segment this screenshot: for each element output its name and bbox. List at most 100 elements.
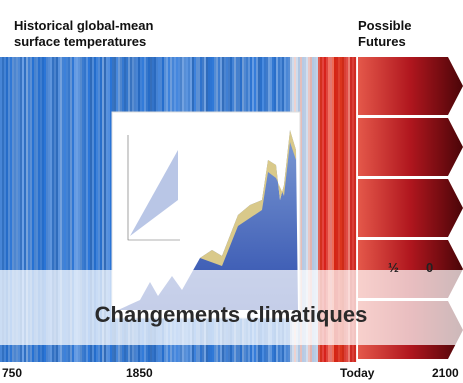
future-panel bbox=[358, 179, 463, 237]
stripe bbox=[18, 57, 21, 362]
inset-band bbox=[200, 130, 296, 266]
stripe bbox=[108, 57, 111, 362]
stripe bbox=[106, 57, 109, 362]
stripe bbox=[52, 57, 55, 362]
stripe bbox=[334, 57, 337, 362]
stripe bbox=[320, 57, 323, 362]
stripe bbox=[352, 57, 355, 362]
inset-axes bbox=[127, 135, 180, 241]
stripe bbox=[46, 57, 49, 362]
futures-title-line: Futures bbox=[358, 34, 406, 49]
stripe bbox=[70, 57, 73, 362]
stripe bbox=[76, 57, 79, 362]
future-mark: 0 bbox=[426, 260, 433, 275]
stripe bbox=[2, 57, 5, 362]
stripe bbox=[64, 57, 67, 362]
stripe bbox=[42, 57, 45, 362]
stripe bbox=[98, 57, 101, 362]
stripe bbox=[30, 57, 33, 362]
inset-area bbox=[130, 150, 178, 236]
stripe bbox=[348, 57, 351, 362]
futures-title-line: Possible bbox=[358, 18, 411, 33]
stripe bbox=[28, 57, 31, 362]
stripe bbox=[66, 57, 69, 362]
stripe bbox=[44, 57, 47, 362]
stripe bbox=[88, 57, 91, 362]
stripe bbox=[346, 57, 349, 362]
stripe bbox=[50, 57, 53, 362]
stripe bbox=[84, 57, 87, 362]
stripe bbox=[314, 57, 317, 362]
stripe bbox=[0, 57, 3, 362]
axis-label: 750 bbox=[2, 366, 22, 380]
stripe bbox=[104, 57, 107, 362]
stripe bbox=[332, 57, 335, 362]
stripe bbox=[74, 57, 77, 362]
future-panel bbox=[358, 118, 463, 176]
future-panel bbox=[358, 57, 463, 115]
stripe bbox=[340, 57, 343, 362]
stripe bbox=[102, 57, 105, 362]
axis-label: 1850 bbox=[126, 366, 153, 380]
stripe bbox=[316, 57, 319, 362]
stripe bbox=[344, 57, 347, 362]
stripe bbox=[308, 57, 311, 362]
stripe bbox=[86, 57, 89, 362]
stripe bbox=[54, 57, 57, 362]
stripe bbox=[32, 57, 35, 362]
stripe bbox=[342, 57, 345, 362]
stripe bbox=[328, 57, 331, 362]
stripe bbox=[338, 57, 341, 362]
stripe bbox=[322, 57, 325, 362]
stripe bbox=[34, 57, 37, 362]
caption-band bbox=[0, 270, 463, 345]
stripe bbox=[68, 57, 71, 362]
future-panels bbox=[356, 57, 463, 362]
stripe bbox=[38, 57, 41, 362]
stripe bbox=[92, 57, 95, 362]
stripe bbox=[324, 57, 327, 362]
stripe bbox=[10, 57, 13, 362]
stripe bbox=[24, 57, 27, 362]
title-line: surface temperatures bbox=[14, 34, 146, 49]
future-mark: ½ bbox=[388, 260, 399, 275]
stripe bbox=[78, 57, 81, 362]
stripe bbox=[304, 57, 307, 362]
stripe bbox=[72, 57, 75, 362]
stripe bbox=[16, 57, 19, 362]
stripe bbox=[336, 57, 339, 362]
stripe bbox=[318, 57, 321, 362]
stripe bbox=[12, 57, 15, 362]
stripe bbox=[14, 57, 17, 362]
stripe bbox=[62, 57, 65, 362]
stripe bbox=[330, 57, 333, 362]
stripe bbox=[80, 57, 83, 362]
stripe bbox=[300, 57, 303, 362]
stripe bbox=[90, 57, 93, 362]
axis-label: Today bbox=[340, 366, 375, 380]
stripe bbox=[60, 57, 63, 362]
stripe bbox=[94, 57, 97, 362]
stripe bbox=[326, 57, 329, 362]
stripe bbox=[310, 57, 313, 362]
stripe bbox=[110, 57, 113, 362]
stripe bbox=[8, 57, 11, 362]
caption: Changements climatiques bbox=[95, 302, 368, 327]
stripe bbox=[6, 57, 9, 362]
stripe bbox=[22, 57, 25, 362]
stripe bbox=[58, 57, 61, 362]
stripe bbox=[96, 57, 99, 362]
stripe bbox=[20, 57, 23, 362]
stripe bbox=[354, 57, 357, 362]
stripe bbox=[56, 57, 59, 362]
stripe bbox=[36, 57, 39, 362]
stripe bbox=[26, 57, 29, 362]
title-line: Historical global-mean bbox=[14, 18, 153, 33]
stripe bbox=[312, 57, 315, 362]
axis-label: 2100 bbox=[432, 366, 459, 380]
inset-mountains bbox=[118, 130, 298, 310]
stripe bbox=[82, 57, 85, 362]
stripe bbox=[48, 57, 51, 362]
